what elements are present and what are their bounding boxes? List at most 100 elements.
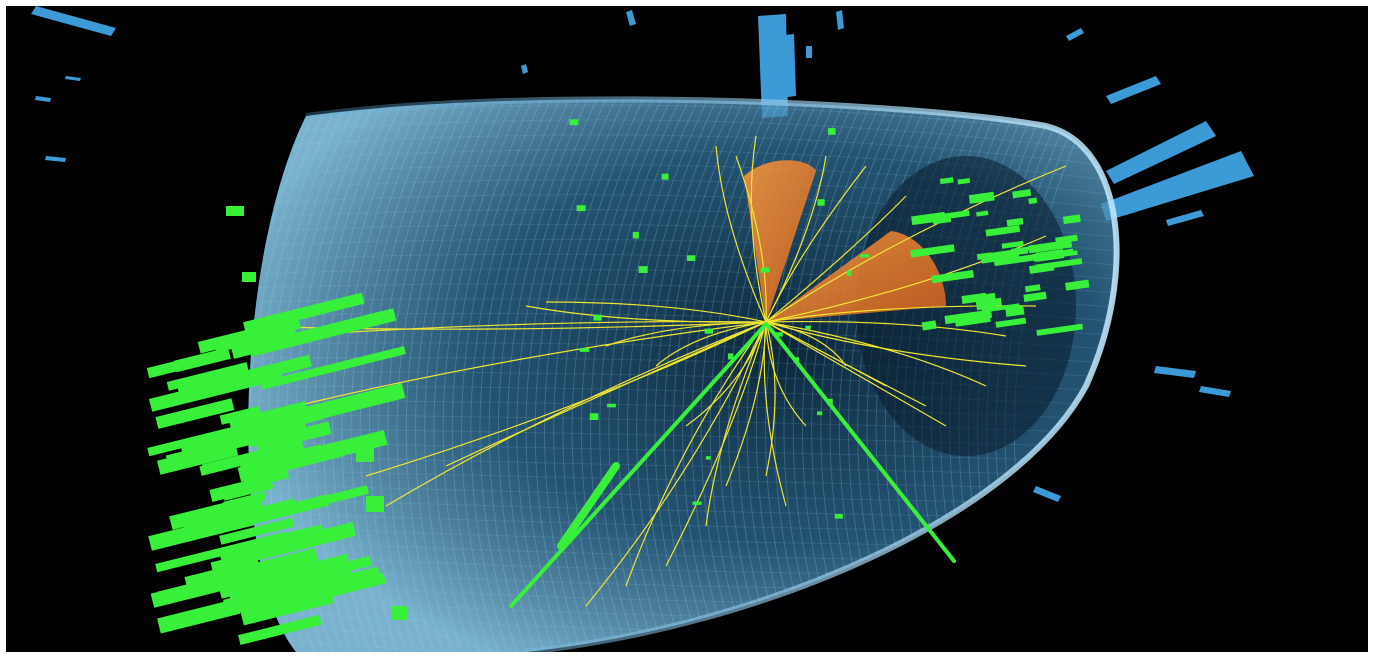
particle-track [765, 320, 1007, 337]
calorimeter-deposit [579, 348, 590, 352]
particle-track [765, 165, 867, 323]
event-display-image [6, 6, 1368, 652]
calorimeter-deposit [828, 128, 836, 135]
detector-mesh-line [626, 99, 710, 652]
calorimeter-deposit [226, 206, 244, 216]
detector-mesh-line [368, 99, 452, 652]
calorimeter-deposit [1023, 291, 1047, 303]
calorimeter-deposit [569, 119, 579, 126]
particle-track [245, 321, 767, 330]
particle-track [735, 155, 767, 323]
calorimeter-deposit [155, 398, 235, 429]
calorimeter-deposit [939, 177, 954, 185]
particle-track [765, 305, 1037, 323]
particle-track [385, 321, 767, 507]
particle-track [685, 321, 767, 427]
calorimeter-deposit [921, 320, 937, 331]
particle-track [295, 321, 767, 407]
calorimeter-deposit [661, 173, 669, 180]
detector-mesh-line [544, 99, 627, 652]
detector-mesh-line [608, 99, 692, 652]
calorimeter-deposit [247, 308, 397, 357]
calorimeter-deposit [1034, 250, 1078, 261]
particle-track [665, 321, 767, 567]
calorimeter-deposit [589, 413, 599, 420]
detector-mesh-line [350, 99, 434, 652]
detector-mesh-line [663, 99, 747, 652]
detector-mesh-line [248, 119, 1117, 155]
calorimeter-deposit [228, 401, 309, 435]
calorimeter-deposit [775, 332, 783, 337]
detector-mesh-line [378, 99, 461, 652]
calorimeter-deposit [186, 494, 330, 541]
green-muon-tracks [509, 322, 956, 608]
calorimeter-deposit [944, 309, 993, 325]
calorimeter-deposit [197, 317, 302, 354]
calorimeter-deposit [1028, 197, 1038, 205]
detector-mesh-line [636, 99, 719, 652]
calorimeter-deposit [242, 444, 325, 480]
calorimeter-deposit [961, 292, 987, 304]
calorimeter-deposit [256, 421, 332, 452]
detector-mesh-line [461, 99, 544, 652]
particle-track [655, 321, 767, 367]
detector-mesh-line [590, 99, 673, 652]
calorimeter-deposit [860, 254, 870, 258]
calorimeter-deposit [243, 292, 365, 334]
calorimeter-deposit [1006, 217, 1024, 227]
detector-mesh-line [488, 99, 572, 652]
detector-mesh-line [562, 99, 645, 652]
calorimeter-deposit [244, 524, 325, 553]
particle-track [765, 195, 907, 323]
detector-mesh-line [433, 99, 517, 652]
detector-mesh-line [479, 99, 563, 652]
calorimeter-deposit [391, 606, 407, 620]
calorimeter-deposit [989, 297, 1002, 307]
outer-towers [31, 6, 1254, 502]
calorimeter-deposit [957, 178, 971, 185]
calorimeter-deposit [817, 199, 825, 206]
detector-mesh-line [691, 99, 774, 652]
calorimeter-deposit [1024, 284, 1041, 293]
calorimeter-deposit [260, 346, 406, 390]
detector-mesh-line [497, 99, 581, 652]
calorimeter-deposit [704, 328, 713, 334]
calorimeter-deposit [210, 551, 258, 573]
detector-mesh-line [359, 99, 443, 652]
calorimeter-deposit [1012, 189, 1032, 199]
calorimeter-deposit [157, 598, 241, 634]
calorimeter-deposit [993, 253, 1040, 267]
particle-track [445, 321, 767, 467]
calorimeter-deposit [242, 272, 256, 282]
calorimeter-deposit [1036, 323, 1084, 336]
detector-mesh-line [673, 99, 756, 652]
particle-track [605, 321, 767, 347]
green-calorimeter-deposits [146, 119, 1090, 645]
calorimeter-deposit [221, 478, 274, 501]
calorimeter-deposit [911, 211, 946, 226]
calorimeter-deposit [1028, 239, 1073, 254]
detector-mesh-line [654, 99, 738, 652]
calorimeter-deposit [817, 411, 823, 416]
detector-mesh-line [534, 99, 618, 652]
detector-mesh-line [415, 99, 498, 652]
particle-track [365, 321, 767, 477]
detector-mesh-line [442, 99, 526, 652]
particle-track [765, 321, 887, 387]
calorimeter-deposit [932, 213, 952, 225]
calorimeter-deposit [976, 210, 989, 217]
calorimeter-deposit [201, 439, 305, 475]
calorimeter-deposit [827, 398, 833, 406]
calorimeter-deposit [931, 269, 975, 284]
calorimeter-deposit [366, 496, 384, 512]
calorimeter-deposit [968, 191, 995, 204]
calorimeter-deposit [805, 325, 811, 330]
calorimeter-deposit [1028, 262, 1055, 274]
particle-track [765, 321, 776, 477]
calorimeter-deposit [990, 251, 1020, 262]
calorimeter-deposit [632, 231, 639, 239]
particle-track [625, 321, 767, 587]
calorimeter-deposit [229, 580, 294, 607]
calorimeter-deposit [638, 266, 648, 273]
calorimeter-deposit [180, 419, 298, 462]
